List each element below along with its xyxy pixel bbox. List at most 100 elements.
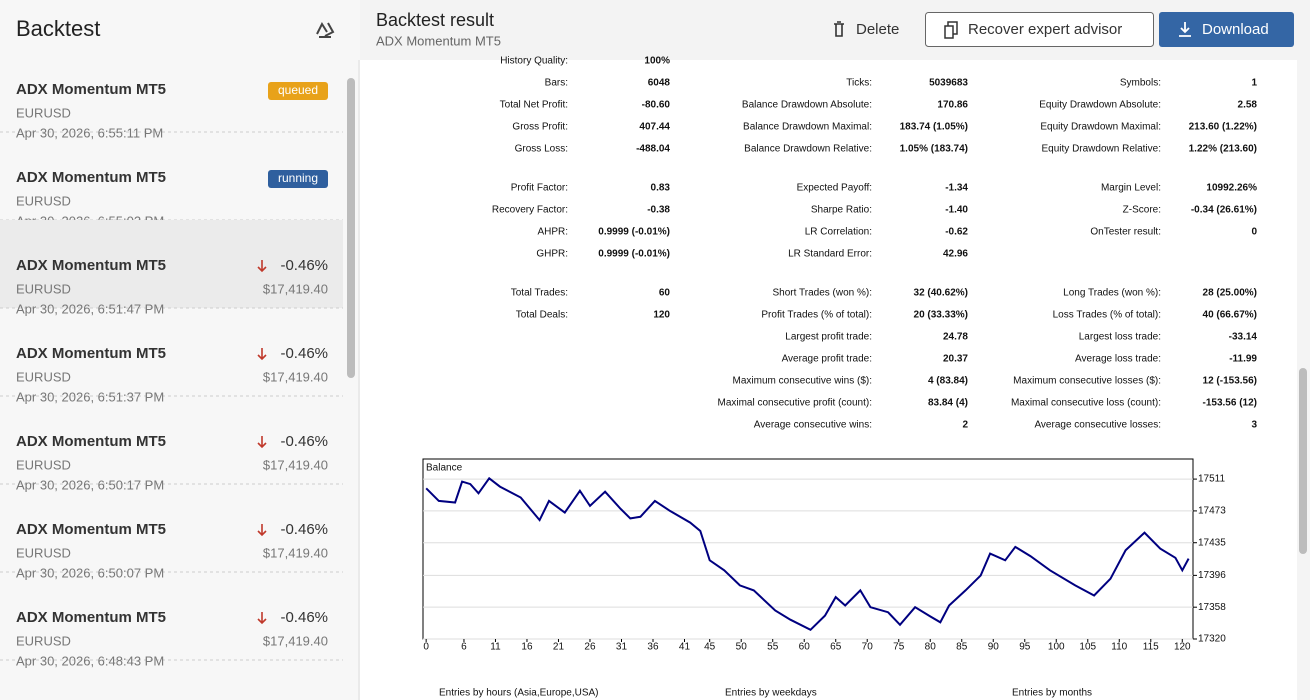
backtest-item[interactable]: ADX Momentum MT5 EURUSD Apr 30, 2026, 6:51…	[0, 345, 343, 404]
sidebar-scrollbar[interactable]	[347, 78, 355, 378]
stat-value: 0.9999 (-0.01%)	[598, 249, 670, 260]
y-tick-label: 17435	[1198, 537, 1226, 548]
stat-value: 1.22% (213.60)	[1189, 144, 1257, 155]
stat-label: Total Net Profit:	[500, 100, 568, 111]
section-label: Entries by months	[1012, 688, 1092, 699]
stat-label: Profit Factor:	[511, 183, 568, 194]
backtest-item[interactable]: ADX Momentum MT5 EURUSD Apr 30, 2026, 6:48…	[0, 609, 343, 668]
item-balance: $17,419.40	[263, 633, 328, 648]
item-symbol: EURUSD	[16, 105, 71, 120]
x-tick-label: 31	[616, 642, 628, 653]
recycle-icon[interactable]	[316, 21, 335, 38]
copy-icon	[944, 21, 958, 39]
status-label: queued	[278, 83, 318, 97]
stat-value: 28 (25.00%)	[1203, 288, 1257, 299]
status-label: running	[278, 171, 318, 185]
stat-value: 20.37	[943, 354, 968, 365]
trash-icon	[834, 21, 844, 37]
section-label: Entries by weekdays	[725, 688, 817, 699]
stat-value: 42.96	[943, 249, 968, 260]
item-balance: $17,419.40	[263, 281, 328, 296]
stat-label: Expected Payoff:	[797, 183, 872, 194]
stat-value: 120	[653, 310, 670, 321]
recover-button[interactable]: Recover expert advisor	[925, 12, 1154, 47]
recover-box	[925, 12, 1154, 47]
x-tick-label: 90	[988, 642, 1000, 653]
backtest-item[interactable]: ADX Momentum MT5 EURUSD Apr 30, 2026, 6:51…	[0, 220, 343, 316]
stat-label: Total Trades:	[511, 288, 568, 299]
stat-label: Gross Profit:	[512, 122, 568, 133]
sidebar-list: ADX Momentum MT5 EURUSD Apr 30, 2026, 6:55…	[0, 81, 343, 668]
y-tick-label: 17511	[1198, 474, 1226, 485]
stat-value: 83.84 (4)	[928, 398, 968, 409]
stat-value: 5039683	[929, 78, 968, 89]
stat-label: LR Correlation:	[805, 227, 872, 238]
chart-title: Balance	[426, 463, 463, 474]
content-scrollbar[interactable]	[1299, 368, 1307, 554]
stat-value: 60	[659, 288, 671, 299]
item-date: Apr 30, 2026, 6:55:11 PM	[16, 125, 163, 140]
stat-label: Equity Drawdown Relative:	[1042, 144, 1162, 155]
down-arrow	[257, 436, 267, 449]
stat-label: Total Deals:	[516, 310, 568, 321]
sidebar-title: Backtest	[16, 16, 100, 41]
item-date: Apr 30, 2026, 6:51:47 PM	[16, 301, 164, 316]
item-change: -0.46%	[280, 609, 328, 626]
item-change: -0.46%	[280, 257, 328, 274]
stat-label: Average loss trade:	[1075, 354, 1161, 365]
plot-frame	[422, 458, 1194, 640]
stat-label: Symbols:	[1120, 78, 1161, 89]
stat-value: 213.60 (1.22%)	[1189, 122, 1257, 133]
delete-label: Delete	[856, 21, 899, 38]
stat-label: Long Trades (won %):	[1063, 288, 1161, 299]
item-change: -0.46%	[280, 521, 328, 538]
stat-value: 12 (-153.56)	[1203, 376, 1257, 387]
download-button[interactable]: Download	[1159, 12, 1294, 47]
stat-label: Largest loss trade:	[1079, 332, 1161, 343]
x-tick-label: 115	[1143, 642, 1159, 653]
item-title: ADX Momentum MT5	[16, 345, 166, 362]
x-tick-label: 65	[830, 642, 842, 653]
stat-value: -80.60	[642, 100, 671, 111]
stat-label: History Quality:	[500, 56, 568, 67]
stat-value: -33.14	[1229, 332, 1258, 343]
stat-value: -0.34 (26.61%)	[1191, 205, 1257, 216]
stats-table: History Quality: 100% Bars: 6048 Ticks: 50396…	[492, 56, 1258, 431]
stat-value: 100%	[644, 56, 670, 67]
delete-button[interactable]: Delete	[834, 21, 899, 38]
x-tick-label: 50	[736, 642, 748, 653]
balance-chart: 17320 17358 17396 17435 17473 17511 0 6 11 16 21 26…	[422, 458, 1226, 653]
x-tick-label: 21	[553, 642, 565, 653]
item-symbol: EURUSD	[16, 281, 71, 296]
stat-value: 10992.26%	[1206, 183, 1257, 194]
item-date: Apr 30, 2026, 6:50:07 PM	[16, 565, 164, 580]
backtest-item[interactable]: ADX Momentum MT5 EURUSD Apr 30, 2026, 6:55…	[0, 81, 343, 140]
item-change: -0.46%	[280, 345, 328, 362]
down-arrow	[257, 348, 267, 361]
stat-value: -11.99	[1229, 354, 1257, 365]
backtest-item[interactable]: ADX Momentum MT5 EURUSD Apr 30, 2026, 6:50…	[0, 433, 343, 492]
x-tick-label: 26	[584, 642, 596, 653]
recover-label: Recover expert advisor	[968, 21, 1122, 38]
stat-label: Equity Drawdown Absolute:	[1039, 100, 1161, 111]
stat-value: 24.78	[943, 332, 968, 343]
stat-label: Profit Trades (% of total):	[761, 310, 872, 321]
item-balance: $17,419.40	[263, 457, 328, 472]
stat-label: Maximal consecutive profit (count):	[717, 398, 872, 409]
backtest-item[interactable]: ADX Momentum MT5 EURUSD Apr 30, 2026, 6:50…	[0, 521, 343, 580]
download-label: Download	[1202, 21, 1269, 38]
stat-value: 407.44	[639, 122, 670, 133]
stat-label: Equity Drawdown Maximal:	[1040, 122, 1161, 133]
stat-label: Balance Drawdown Absolute:	[742, 100, 872, 111]
stat-value: 183.74 (1.05%)	[900, 122, 968, 133]
y-tick-label: 17396	[1198, 570, 1226, 581]
item-title: ADX Momentum MT5	[16, 169, 166, 186]
item-date: Apr 30, 2026, 6:50:17 PM	[16, 477, 164, 492]
x-tick-label: 45	[704, 642, 716, 653]
stat-label: GHPR:	[536, 249, 568, 260]
item-balance: $17,419.40	[263, 369, 328, 384]
x-tick-label: 0	[423, 642, 429, 653]
stat-value: 1.05% (183.74)	[900, 144, 968, 155]
x-tick-label: 60	[799, 642, 811, 653]
